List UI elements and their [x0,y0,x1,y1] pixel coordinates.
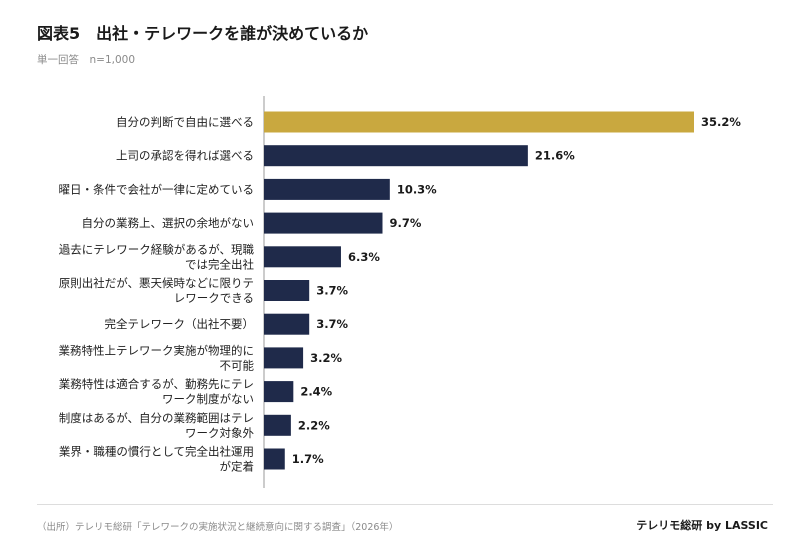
bar [264,212,383,234]
category-label: 曜日・条件で会社が一律に定めている [59,182,255,196]
category-label: 業界・職種の慣行として完全出社運用が定着 [59,445,254,474]
value-label: 3.2% [310,351,342,365]
category-label: 業務特性上テレワーク実施が物理的に不可能 [59,343,255,372]
category-label-line: 業務特性上テレワーク実施が物理的に [59,343,255,357]
bar [264,448,285,470]
category-label-line: 曜日・条件で会社が一律に定めている [59,182,255,196]
bar [264,111,694,133]
value-label: 10.3% [397,182,437,196]
category-label: 上司の承認を得れば選べる [116,149,254,163]
chart-title: 図表5 出社・テレワークを誰が決めているか [37,24,369,43]
bar [264,178,390,200]
category-label-line: 不可能 [220,358,255,372]
bar [264,246,341,268]
value-label: 1.7% [292,452,324,466]
value-label: 3.7% [316,317,348,331]
value-label: 3.7% [316,284,348,298]
category-label-line: 原則出社だが、悪天候時などに限りテ [59,276,254,290]
category-label-line: 完全テレワーク（出社不要） [105,317,255,331]
value-label: 35.2% [701,115,741,129]
footer-divider [37,504,773,505]
bar-chart: 35.2% 自分の判断で自由に選べる 21.6% 上司の承認を得れば選べる 10.3% 曜… [59,96,741,488]
category-label-line: 制度はあるが、自分の業務範囲はテレ [59,411,254,425]
category-label-line: 過去にテレワーク経験があるが、現職 [59,242,255,256]
category-label-line: では完全出社 [185,257,254,271]
category-label: 過去にテレワーク経験があるが、現職では完全出社 [59,242,255,271]
bar [264,381,294,403]
bar [264,280,310,301]
chart-subtitle: 単一回答 n=1,000 [37,54,136,66]
category-label: 制度はあるが、自分の業務範囲はテレワーク対象外 [59,411,255,440]
bar [264,347,304,369]
category-label: 業務特性は適合するが、勤務先にテレワーク制度がない [59,377,254,406]
value-label: 6.3% [348,250,380,264]
bar [264,313,310,335]
category-label-line: ワーク制度がない [162,392,254,406]
value-label: 2.4% [300,385,332,399]
brand-credit: テレリモ総研 by LASSIC [636,519,768,532]
category-label-line: ワーク対象外 [185,426,254,440]
category-label: 自分の判断で自由に選べる [116,115,254,129]
category-label-line: レワークできる [174,291,254,305]
value-label: 21.6% [535,149,575,163]
category-label-line: 自分の判断で自由に選べる [116,115,254,129]
category-label: 原則出社だが、悪天候時などに限りテレワークできる [59,276,254,305]
category-label-line: 自分の業務上、選択の余地がない [82,216,255,230]
value-label: 2.2% [298,418,330,432]
category-label-line: が定着 [220,460,255,474]
value-label: 9.7% [389,216,421,230]
source-note: （出所）テレリモ総研「テレワークの実施状況と継続意向に関する調査」（2026年） [37,522,399,533]
category-label: 完全テレワーク（出社不要） [105,317,255,331]
bar [264,414,291,436]
category-label-line: 業務特性は適合するが、勤務先にテレ [59,377,254,391]
bar [264,145,528,167]
category-label: 自分の業務上、選択の余地がない [82,216,255,230]
category-label-line: 業界・職種の慣行として完全出社運用 [59,445,254,459]
category-label-line: 上司の承認を得れば選べる [116,149,254,163]
